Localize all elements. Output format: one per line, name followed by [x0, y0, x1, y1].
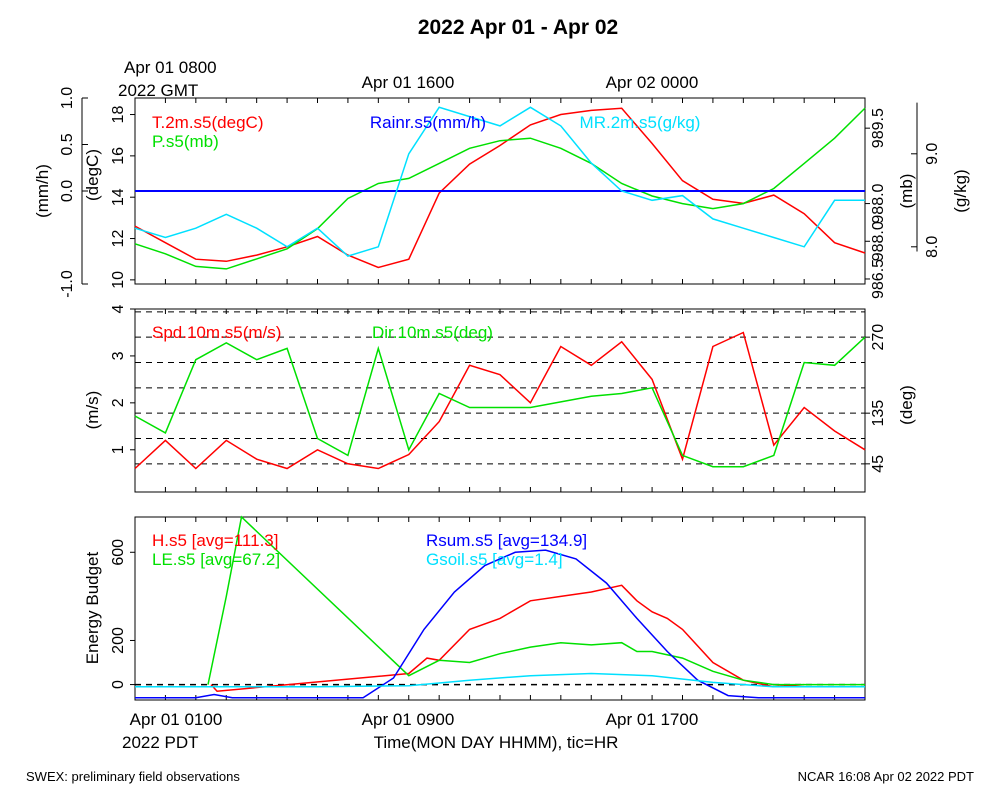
legend-label: Rainr.s5(mm/h) [370, 113, 486, 132]
series-line-green [134, 107, 866, 270]
legend-label: Spd.10m.s5(m/s) [152, 323, 281, 342]
legend-label: P.s5(mb) [152, 132, 219, 151]
bottom-time-end: Apr 01 1700 [606, 710, 699, 729]
top-time-mid: Apr 01 1600 [362, 73, 455, 92]
energy-tick-label: 200 [110, 627, 127, 654]
top-time-end: Apr 02 0000 [606, 73, 699, 92]
dir-axis-label: (deg) [897, 385, 916, 425]
energy-tick-label: 600 [110, 539, 127, 566]
pres-tick-label: 988.0 [870, 221, 887, 261]
mr-tick-label: 9.0 [924, 143, 941, 165]
rain-tick-label: 1.0 [59, 87, 76, 109]
series-line-red [210, 584, 805, 692]
temp-tick-label: 18 [110, 106, 127, 124]
x-axis-label: Time(MON DAY HHMM), tic=HR [374, 733, 619, 752]
series-line-blue [135, 549, 865, 699]
legend-label: H.s5 [avg=111.3] [152, 531, 278, 550]
pres-tick-label: 989.5 [870, 108, 887, 148]
series-line-green [134, 336, 866, 468]
series-line-cyan [134, 106, 865, 257]
dir-tick-label: 45 [870, 455, 887, 473]
speed-tick-label: 3 [110, 351, 127, 360]
mr-tick-label: 8.0 [924, 236, 941, 258]
series-line-cyan [135, 672, 865, 688]
top-time-start: Apr 01 0800 [124, 58, 217, 77]
footer-right: NCAR 16:08 Apr 02 2022 PDT [798, 769, 974, 784]
bottom-time-mid: Apr 01 0900 [362, 710, 455, 729]
speed-tick-label: 4 [110, 304, 127, 313]
dir-tick-label: 135 [870, 400, 887, 427]
temp-tick-label: 14 [110, 188, 127, 206]
rain-axis-label: (mm/h) [33, 164, 52, 218]
legend-label: Dir.10m.s5(deg) [372, 323, 493, 342]
legend-label: T.2m.s5(degC) [152, 113, 263, 132]
bottom-time-start-line2: 2022 PDT [122, 733, 199, 752]
series-line-red [134, 331, 866, 470]
legend-label: LE.s5 [avg=67.2] [152, 550, 280, 569]
energy-axis-label: Energy Budget [83, 551, 102, 664]
footer-left: SWEX: preliminary field observations [26, 769, 240, 784]
speed-tick-label: 1 [110, 445, 127, 454]
rain-tick-label: -1.0 [59, 270, 76, 298]
chart-title: 2022 Apr 01 - Apr 02 [418, 16, 618, 39]
top-time-start-line2: 2022 GMT [118, 81, 198, 100]
temp-tick-label: 16 [110, 147, 127, 165]
temp-tick-label: 10 [110, 271, 127, 289]
pres-axis-label: (mb) [897, 174, 916, 209]
pres-tick-label: 986.5 [870, 259, 887, 299]
rain-tick-label: 0.5 [59, 133, 76, 155]
speed-axis-label: (m/s) [83, 391, 102, 430]
legend-label: MR.2m.s5(g/kg) [580, 113, 701, 132]
series-line-red [134, 107, 866, 269]
temp-axis-label: (degC) [83, 149, 102, 201]
dir-tick-label: 270 [870, 324, 887, 351]
bottom-time-start: Apr 01 0100 [130, 710, 223, 729]
rain-tick-label: 0.0 [59, 180, 76, 202]
legend-label: Rsum.s5 [avg=134.9] [426, 531, 587, 550]
temp-tick-label: 12 [110, 230, 127, 248]
energy-tick-label: 0 [110, 680, 127, 689]
pres-tick-label: 988.0 [870, 183, 887, 223]
speed-tick-label: 2 [110, 398, 127, 407]
mr-axis-label: (g/kg) [951, 169, 970, 212]
series-line-green [207, 515, 865, 686]
legend-label: Gsoil.s5 [avg=1.4] [426, 550, 563, 569]
